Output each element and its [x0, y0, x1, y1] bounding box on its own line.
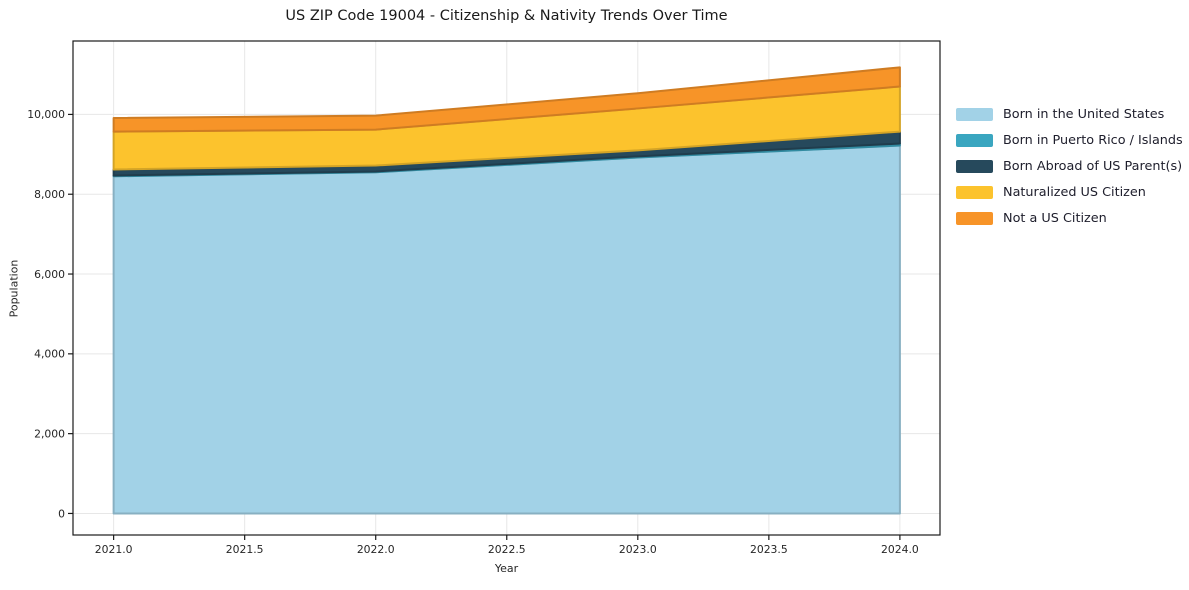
y-tick-label: 8,000	[34, 188, 65, 201]
area-series-4	[112, 66, 901, 133]
x-tick-label: 2023.0	[619, 543, 657, 556]
legend-item: Born Abroad of US Parent(s)	[956, 153, 1183, 179]
y-axis-label: Population	[7, 259, 21, 318]
legend-label-puerto-rico: Born in Puerto Rico / Islands	[1003, 132, 1183, 148]
legend-label-naturalized: Naturalized US Citizen	[1003, 184, 1146, 200]
legend-swatch-puerto-rico	[956, 133, 993, 147]
legend-item: Naturalized US Citizen	[956, 179, 1183, 205]
legend-item: Born in Puerto Rico / Islands	[956, 127, 1183, 153]
x-axis-label: Year	[494, 562, 519, 575]
legend: Born in the United States Born in Puerto…	[956, 101, 1183, 231]
chart-title: US ZIP Code 19004 - Citizenship & Nativi…	[285, 8, 728, 24]
x-tick-label: 2022.0	[357, 543, 395, 556]
y-tick-label: 2,000	[34, 427, 65, 440]
x-tick-label: 2022.5	[488, 543, 526, 556]
y-tick-label: 10,000	[27, 108, 65, 121]
x-tick-label: 2024.0	[881, 543, 919, 556]
x-tick-label: 2021.5	[226, 543, 264, 556]
legend-label-not-citizen: Not a US Citizen	[1003, 210, 1107, 226]
legend-item: Born in the United States	[956, 101, 1183, 127]
y-tick-label: 0	[58, 507, 65, 520]
y-tick-label: 6,000	[34, 268, 65, 281]
area-series-0	[112, 144, 901, 515]
legend-item: Not a US Citizen	[956, 205, 1183, 231]
x-tick-label: 2023.5	[750, 543, 788, 556]
x-tick-label: 2021.0	[95, 543, 133, 556]
legend-label-born-abroad: Born Abroad of US Parent(s)	[1003, 158, 1183, 174]
legend-label-born-us: Born in the United States	[1003, 106, 1165, 122]
legend-swatch-born-abroad	[956, 159, 993, 173]
legend-swatch-born-us	[956, 107, 993, 121]
legend-swatch-not-citizen	[956, 211, 993, 225]
y-tick-label: 4,000	[34, 348, 65, 361]
legend-swatch-naturalized	[956, 185, 993, 199]
